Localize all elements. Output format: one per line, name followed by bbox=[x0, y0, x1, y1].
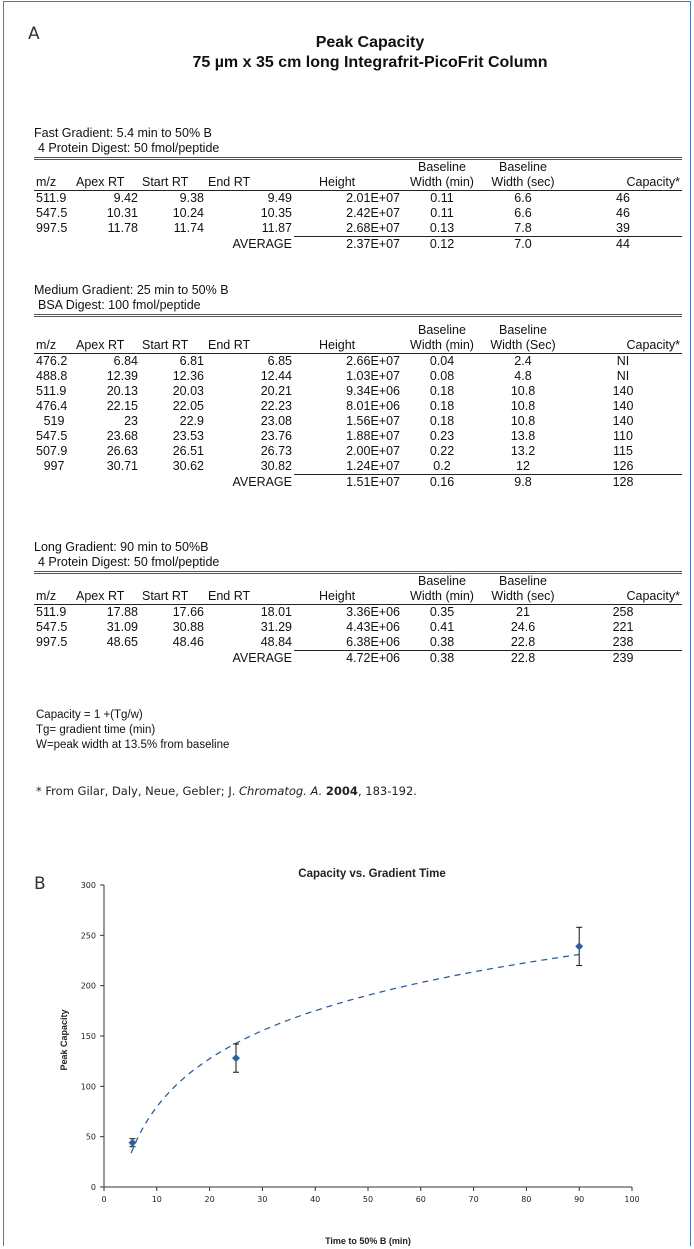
table-row: 997.5 48.65 48.46 48.84 6.38E+06 0.38 22.8 238 bbox=[34, 635, 682, 651]
header-cell: Baseline bbox=[499, 574, 547, 588]
page-title: Peak Capacity bbox=[315, 34, 425, 51]
header-cell: m/z bbox=[34, 175, 74, 191]
panel-a-label: A bbox=[28, 24, 40, 44]
x-axis-title: Time to 50% B (min) bbox=[325, 1236, 411, 1246]
header-cell: Baseline bbox=[418, 160, 466, 174]
y-tick-label: 50 bbox=[86, 1133, 96, 1142]
header-cell: Baseline bbox=[499, 160, 547, 174]
table-row: 547.5 23.68 23.53 23.76 1.88E+07 0.23 13.8 110 bbox=[36, 429, 633, 443]
data-point bbox=[128, 1138, 137, 1147]
table-row: 476.2 6.84 6.81 6.85 2.66E+07 0.04 2.4 NI bbox=[36, 354, 630, 368]
medium-gradient-table: Baseline Baseline m/z Apex RT Start RT E… bbox=[34, 314, 682, 490]
header-cell: Width (min) bbox=[402, 175, 482, 191]
table-row: 511.9 17.88 17.66 18.01 3.36E+06 0.35 21 258 bbox=[36, 605, 634, 619]
page-subtitle: 75 µm x 35 cm long Integrafrit-PicoFrit … bbox=[192, 54, 548, 71]
table-row: 547.5 10.31 10.24 10.35 2.42E+07 0.11 6.6 46 bbox=[36, 206, 630, 220]
fast-gradient-section: Fast Gradient: 5.4 min to 50% B 4 Protei… bbox=[34, 126, 684, 252]
long-gradient-table: Baseline Baseline m/z Apex RT Start RT E… bbox=[34, 571, 682, 666]
table-row: 997 30.71 30.62 30.82 1.24E+07 0.2 12 126 bbox=[34, 459, 682, 475]
capacity-chart: Capacity vs. Gradient Time 0501001502002… bbox=[59, 868, 640, 1246]
table-row: 547.5 31.09 30.88 31.29 4.43E+06 0.41 24.6 221 bbox=[36, 620, 634, 634]
table-row: 476.4 22.15 22.05 22.23 8.01E+06 0.18 10.8 140 bbox=[36, 399, 634, 413]
header-cell: m/z bbox=[34, 589, 74, 605]
chart-axes: 0 50 100 150 200 250 300 0 10 20 30 40 50 60 70 80 90 100 bbox=[81, 881, 640, 1204]
table-caption: Fast Gradient: 5.4 min to 50% B bbox=[34, 126, 212, 140]
y-tick-label: 0 bbox=[91, 1183, 96, 1192]
header-cell: Baseline bbox=[418, 574, 466, 588]
header-cell: Capacity* bbox=[564, 175, 682, 191]
x-tick-label: 60 bbox=[416, 1195, 426, 1204]
header-cell: End RT bbox=[206, 589, 294, 605]
page-frame bbox=[3, 1, 691, 1246]
table-row: 519 23 22.9 23.08 1.56E+07 0.18 10.8 140 bbox=[43, 414, 634, 428]
header-cell: Width (Sec) bbox=[482, 338, 564, 354]
table-row: 511.9 20.13 20.03 20.21 9.34E+06 0.18 10.8 140 bbox=[36, 384, 634, 398]
header-cell: Width (min) bbox=[402, 338, 482, 354]
header-cell: Width (min) bbox=[402, 589, 482, 605]
average-row: AVERAGE 2.37E+07 0.12 7.0 44 bbox=[232, 236, 630, 251]
table-row: 511.9 9.42 9.38 9.49 2.01E+07 0.11 6.6 46 bbox=[36, 191, 630, 205]
trend-line bbox=[130, 953, 580, 1154]
header-cell: Apex RT bbox=[74, 589, 140, 605]
header-cell: m/z bbox=[34, 338, 74, 354]
x-tick-label: 0 bbox=[101, 1195, 106, 1204]
note-line: W=peak width at 13.5% from baseline bbox=[36, 739, 230, 751]
table-row: 997.5 11.78 11.74 11.87 2.68E+07 0.13 7.8 39 bbox=[34, 221, 682, 237]
header-cell: Apex RT bbox=[74, 338, 140, 354]
table-caption: Medium Gradient: 25 min to 50% B bbox=[34, 283, 229, 297]
x-tick-label: 80 bbox=[521, 1195, 531, 1204]
y-tick-label: 300 bbox=[81, 881, 96, 890]
table-subcaption: 4 Protein Digest: 50 fmol/peptide bbox=[38, 141, 220, 155]
x-tick-label: 50 bbox=[363, 1195, 373, 1204]
header-cell: Capacity* bbox=[564, 338, 682, 354]
header-cell: Height bbox=[294, 338, 402, 354]
long-gradient-section: Long Gradient: 90 min to 50%B 4 Protein … bbox=[34, 540, 684, 666]
table-subcaption: BSA Digest: 100 fmol/peptide bbox=[38, 298, 201, 312]
header-cell: Width (sec) bbox=[482, 589, 564, 605]
x-tick-label: 20 bbox=[205, 1195, 215, 1204]
table-caption: Long Gradient: 90 min to 50%B bbox=[34, 540, 209, 554]
header-cell: Height bbox=[294, 589, 402, 605]
chart-marks bbox=[128, 926, 584, 1148]
x-tick-label: 70 bbox=[469, 1195, 479, 1204]
x-tick-label: 30 bbox=[257, 1195, 267, 1204]
data-point bbox=[232, 1054, 240, 1063]
header-cell: Width (sec) bbox=[482, 175, 564, 191]
header-cell: Start RT bbox=[140, 589, 206, 605]
header-cell: Height bbox=[294, 175, 402, 191]
header-cell: Capacity* bbox=[564, 589, 682, 605]
y-tick-label: 250 bbox=[81, 931, 96, 940]
fast-gradient-table: Baseline Baseline m/z Apex RT Start RT E… bbox=[34, 157, 682, 252]
header-cell: Apex RT bbox=[74, 175, 140, 191]
panel-b-label: B bbox=[34, 874, 46, 894]
header-cell: End RT bbox=[206, 338, 294, 354]
header-cell: Baseline bbox=[418, 323, 466, 337]
x-tick-label: 100 bbox=[624, 1195, 639, 1204]
table-row: 507.9 26.63 26.51 26.73 2.00E+07 0.22 13.2 115 bbox=[36, 444, 633, 458]
header-cell: Baseline bbox=[499, 323, 547, 337]
reference-footnote: * From Gilar, Daly, Neue, Gebler; J. Chr… bbox=[36, 784, 417, 798]
y-axis-title: Peak Capacity bbox=[59, 1009, 69, 1070]
x-tick-label: 90 bbox=[574, 1195, 584, 1204]
average-row: AVERAGE 1.51E+07 0.16 9.8 128 bbox=[232, 474, 634, 489]
header-cell: Start RT bbox=[140, 338, 206, 354]
y-tick-label: 200 bbox=[81, 982, 96, 991]
table-subcaption: 4 Protein Digest: 50 fmol/peptide bbox=[38, 555, 220, 569]
x-tick-label: 10 bbox=[152, 1195, 162, 1204]
header-cell: End RT bbox=[206, 175, 294, 191]
chart-title: Capacity vs. Gradient Time bbox=[298, 868, 445, 880]
x-tick-label: 40 bbox=[310, 1195, 320, 1204]
table-row: 488.8 12.39 12.36 12.44 1.03E+07 0.08 4.8 NI bbox=[36, 369, 630, 383]
header-cell: Start RT bbox=[140, 175, 206, 191]
note-line: Tg= gradient time (min) bbox=[36, 724, 156, 736]
y-tick-label: 100 bbox=[81, 1082, 96, 1091]
capacity-notes: Capacity = 1 +(Tg/w) Tg= gradient time (… bbox=[36, 708, 229, 753]
note-line: Capacity = 1 +(Tg/w) bbox=[36, 709, 143, 721]
data-point bbox=[575, 942, 584, 951]
medium-gradient-section: Medium Gradient: 25 min to 50% B BSA Dig… bbox=[34, 283, 684, 490]
y-tick-label: 150 bbox=[81, 1032, 96, 1041]
average-row: AVERAGE 4.72E+06 0.38 22.8 239 bbox=[232, 650, 634, 665]
